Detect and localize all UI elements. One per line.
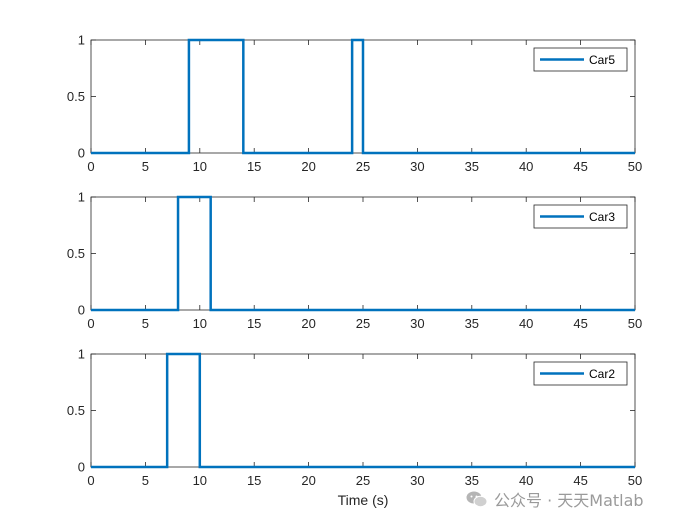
- x-tick-label: 25: [356, 473, 370, 488]
- x-tick-label: 5: [142, 159, 149, 174]
- y-tick-label: 1: [78, 33, 85, 48]
- x-tick-label: 0: [87, 473, 94, 488]
- legend-label: Car3: [589, 210, 615, 224]
- y-tick-label: 0.5: [67, 246, 85, 261]
- x-tick-label: 40: [519, 159, 533, 174]
- series-line-car5: [91, 38, 635, 155]
- x-tick-label: 35: [465, 316, 479, 331]
- y-tick-label: 0: [78, 460, 85, 475]
- x-tick-label: 10: [193, 473, 207, 488]
- x-tick-label: 45: [573, 473, 587, 488]
- x-tick-label: 30: [410, 159, 424, 174]
- x-tick-label: 40: [519, 316, 533, 331]
- series-line-car3: [91, 195, 635, 312]
- y-tick-label: 0: [78, 146, 85, 161]
- x-tick-label: 25: [356, 316, 370, 331]
- watermark: 公众号 · 天天Matlab: [466, 487, 644, 511]
- x-tick-label: 15: [247, 159, 261, 174]
- legend-label: Car2: [589, 367, 615, 381]
- subplot-3: 0 5 10 15 20 25 30 35 40 45 50 0 0.5 1 Car2 Time (s): [67, 347, 642, 509]
- x-tick-label: 45: [573, 316, 587, 331]
- x-tick-label: 30: [410, 316, 424, 331]
- y-tick-label: 0: [78, 303, 85, 318]
- y-tick-label: 0.5: [67, 89, 85, 104]
- x-tick-label: 15: [247, 473, 261, 488]
- x-tick-label: 5: [142, 316, 149, 331]
- x-tick-label: 25: [356, 159, 370, 174]
- subplot-1: 0 5 10 15 20 25 30 35 40 45 50 0 0.5 1 Car5: [67, 33, 642, 175]
- x-tick-label: 35: [465, 159, 479, 174]
- subplot-2: 0 5 10 15 20 25 30 35 40 45 50 0 0.5 1 Car3: [67, 190, 642, 332]
- x-tick-label: 50: [628, 316, 642, 331]
- x-tick-label: 50: [628, 473, 642, 488]
- series-line-car2: [91, 352, 635, 469]
- legend: Car5: [533, 47, 628, 72]
- legend: Car2: [533, 361, 628, 386]
- x-tick-label: 10: [193, 159, 207, 174]
- x-tick-label: 0: [87, 316, 94, 331]
- x-tick-label: 30: [410, 473, 424, 488]
- x-tick-label: 20: [301, 473, 315, 488]
- legend: Car3: [533, 204, 628, 229]
- x-tick-label: 20: [301, 159, 315, 174]
- x-tick-label: 10: [193, 316, 207, 331]
- x-tick-label: 35: [465, 473, 479, 488]
- x-tick-label: 15: [247, 316, 261, 331]
- x-tick-label: 0: [87, 159, 94, 174]
- x-axis-label: Time (s): [338, 492, 389, 508]
- watermark-text: 公众号 · 天天Matlab: [494, 491, 644, 510]
- x-tick-label: 20: [301, 316, 315, 331]
- x-tick-label: 40: [519, 473, 533, 488]
- y-tick-label: 0.5: [67, 403, 85, 418]
- legend-label: Car5: [589, 53, 615, 67]
- wechat-icon: [466, 491, 488, 508]
- y-tick-label: 1: [78, 190, 85, 205]
- x-tick-label: 45: [573, 159, 587, 174]
- x-tick-label: 5: [142, 473, 149, 488]
- y-tick-label: 1: [78, 347, 85, 362]
- x-tick-label: 50: [628, 159, 642, 174]
